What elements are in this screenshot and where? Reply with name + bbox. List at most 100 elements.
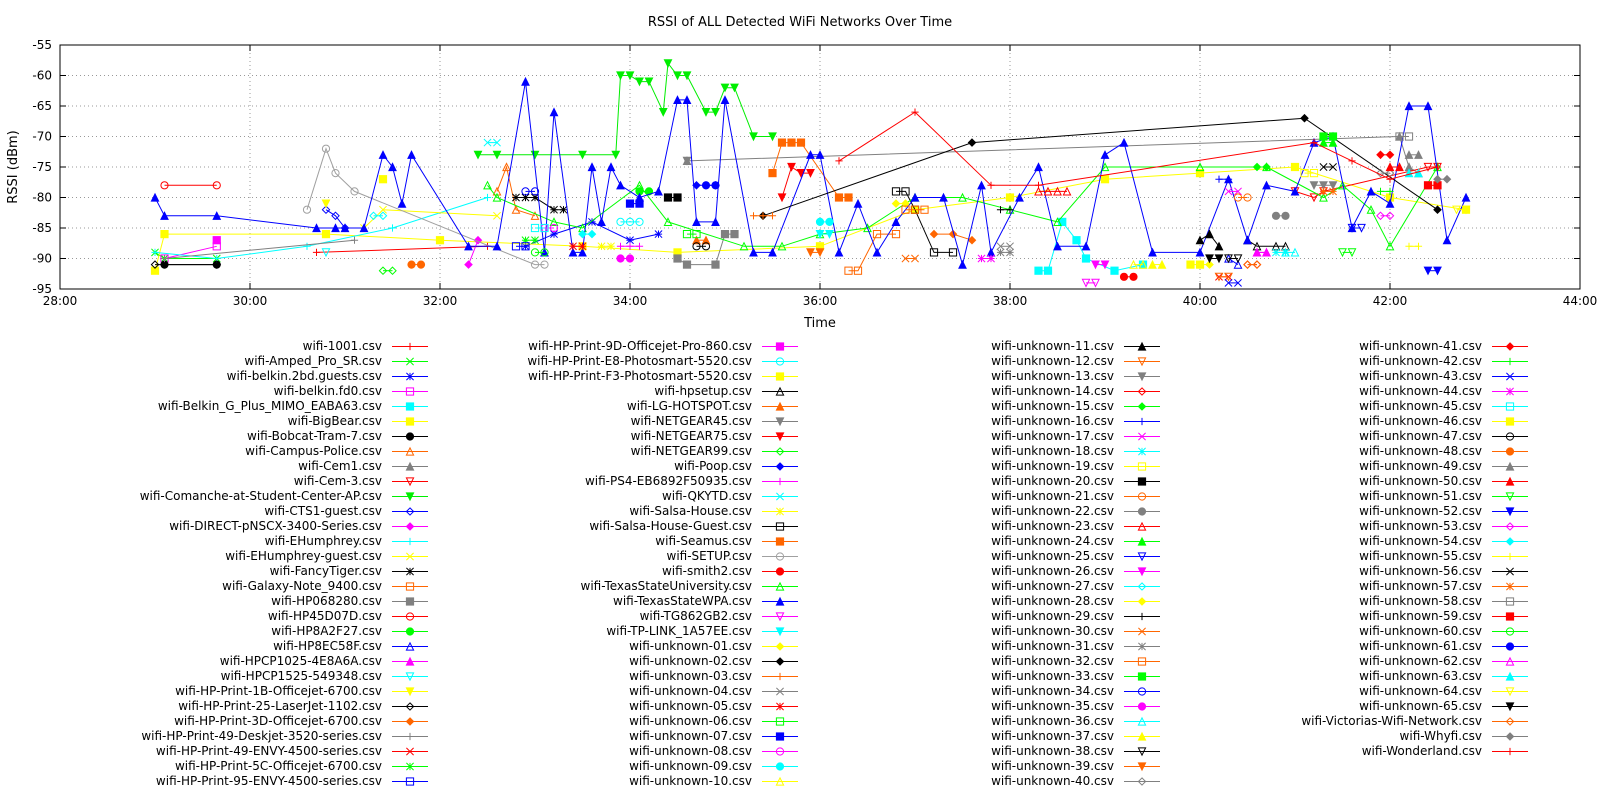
legend-entry: wifi-unknown-52.csv: [1090, 504, 1530, 519]
data-point: [1205, 229, 1214, 239]
legend-swatch-marker: [405, 507, 415, 516]
legend-swatch: [1492, 597, 1528, 606]
legend-swatch-marker: [405, 522, 415, 531]
y-tick-label: -85: [32, 221, 52, 235]
data-point: [1319, 163, 1328, 171]
series-41: [597, 242, 615, 251]
legend-entry: wifi-unknown-50.csv: [1090, 474, 1530, 489]
data-point: [531, 193, 539, 202]
legend-swatch: [1124, 462, 1160, 471]
series-line: [848, 233, 896, 272]
data-point: [1058, 217, 1067, 227]
series-100: [1338, 248, 1357, 258]
data-point: [1404, 101, 1414, 111]
data-point: [835, 157, 843, 165]
legend-swatch-marker: [406, 342, 414, 351]
data-point: [1252, 260, 1262, 269]
data-point: [815, 248, 825, 258]
data-point: [996, 242, 1005, 251]
legend-label: wifi-1001.csv: [302, 339, 382, 353]
series-108: [1423, 181, 1442, 190]
data-point: [1034, 162, 1043, 172]
legend-swatch-marker: [776, 492, 784, 501]
series-16: [844, 230, 901, 275]
data-point: [606, 162, 616, 172]
data-point: [635, 199, 644, 208]
legend-swatch-marker: [1506, 747, 1514, 756]
series-117: [835, 108, 1442, 189]
legend-entry: wifi-PS4-EB6892F50935.csv: [360, 474, 800, 489]
series-51: [758, 113, 1442, 221]
legend-swatch: [392, 492, 428, 502]
legend-swatch-marker: [405, 461, 415, 471]
series-76: [369, 211, 388, 221]
data-point: [1310, 139, 1318, 147]
data-point: [1205, 254, 1214, 264]
legend-entry: wifi-unknown-26.csv: [722, 564, 1162, 579]
data-point: [625, 71, 635, 81]
data-point: [701, 181, 711, 190]
data-point: [1224, 278, 1233, 287]
legend-swatch-marker: [1138, 417, 1146, 426]
legend-swatch: [1492, 461, 1528, 471]
data-point: [872, 230, 882, 239]
data-point: [212, 181, 221, 190]
legend-swatch: [1492, 492, 1528, 502]
data-point: [616, 217, 625, 226]
legend-swatch-marker: [775, 732, 785, 741]
legend-label: wifi-TP-LINK_1A57EE.csv: [606, 624, 752, 638]
legend-entry: wifi-unknown-39.csv: [722, 759, 1162, 774]
y-tick-label: -95: [32, 282, 52, 296]
data-point: [493, 138, 501, 147]
data-point: [948, 248, 958, 257]
legend-entry: wifi-FancyTiger.csv: [0, 564, 430, 579]
x-axis-label: Time: [803, 316, 836, 331]
legend-swatch-marker: [1505, 537, 1515, 546]
legend-entry: wifi-unknown-36.csv: [722, 714, 1162, 729]
legend-swatch: [1492, 627, 1528, 636]
data-point: [891, 187, 901, 196]
data-point: [987, 254, 995, 263]
data-point: [815, 230, 825, 239]
data-point: [663, 217, 673, 226]
legend-label: wifi-BigBear.csv: [287, 414, 382, 428]
series-86: [1148, 259, 1167, 269]
legend-swatch: [762, 447, 798, 456]
data-point: [160, 254, 169, 263]
series-line: [496, 165, 536, 217]
legend-label: wifi-unknown-02.csv: [629, 654, 752, 668]
legend-label: wifi-unknown-16.csv: [991, 414, 1114, 428]
legend-label: wifi-unknown-43.csv: [1359, 369, 1482, 383]
legend-entry: wifi-unknown-13.csv: [722, 369, 1162, 384]
data-point: [1414, 150, 1423, 159]
legend-label: wifi-unknown-54.csv: [1359, 534, 1482, 548]
data-point: [1404, 132, 1414, 141]
data-point: [1309, 193, 1319, 203]
data-point: [692, 217, 701, 226]
data-point: [312, 248, 321, 256]
legend-entry: wifi-NETGEAR75.csv: [360, 429, 800, 444]
legend-entry: wifi-unknown-61.csv: [1090, 639, 1530, 654]
data-point: [502, 162, 511, 172]
legend-swatch: [762, 567, 798, 576]
legend-swatch: [1124, 642, 1160, 651]
legend-entry: wifi-unknown-02.csv: [360, 654, 800, 669]
series-87: [1224, 254, 1243, 264]
legend-swatch-marker: [775, 612, 785, 622]
legend-label: wifi-NETGEAR75.csv: [630, 429, 752, 443]
legend-swatch: [1124, 521, 1160, 531]
series-78: [996, 206, 1014, 214]
series-101: [1423, 266, 1442, 276]
data-point: [1072, 236, 1081, 245]
x-tick-label: 30:00: [233, 294, 268, 308]
data-point: [587, 229, 597, 239]
legend-swatch: [1492, 747, 1528, 756]
data-point: [853, 198, 863, 208]
legend-swatch-marker: [1505, 702, 1515, 712]
series-79: [901, 254, 919, 263]
legend-swatch: [1492, 342, 1528, 351]
series-26: [160, 236, 359, 263]
legend-label: wifi-HPCP1525-549348.csv: [220, 669, 382, 683]
legend-label: wifi-NETGEAR45.csv: [630, 414, 752, 428]
data-point: [911, 254, 919, 263]
